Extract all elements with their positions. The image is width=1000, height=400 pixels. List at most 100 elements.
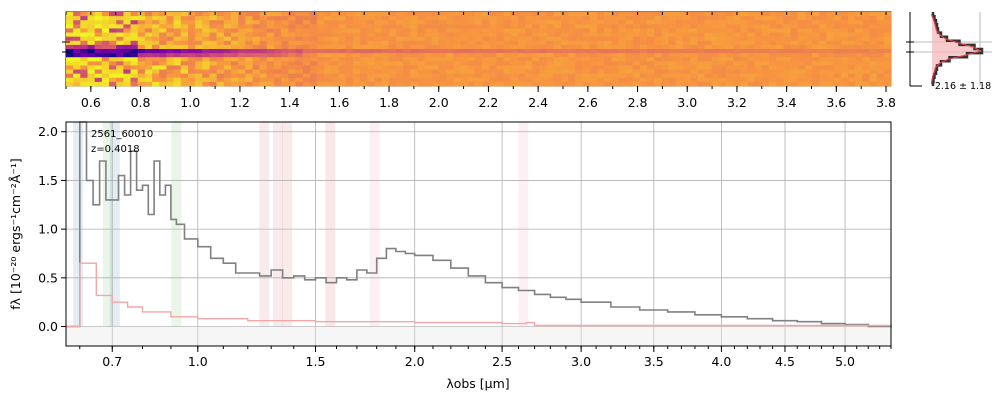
heatmap-cell xyxy=(661,12,670,17)
heatmap-cell xyxy=(345,28,354,33)
heatmap-cell xyxy=(123,69,132,75)
heatmap-cell xyxy=(159,36,168,42)
heatmap-cell xyxy=(604,61,612,66)
heatmap-cell xyxy=(410,77,419,83)
heatmap-cell xyxy=(668,20,677,25)
heatmap-cell xyxy=(352,28,361,33)
heatmap-cell xyxy=(94,49,103,54)
heatmap-cell xyxy=(94,65,103,70)
heatmap-cell xyxy=(180,12,189,17)
heatmap-cell xyxy=(439,32,447,38)
heatmap-cell xyxy=(754,57,763,62)
heatmap-cell xyxy=(804,24,813,29)
heatmap-cell xyxy=(324,40,333,46)
heatmap-cell xyxy=(453,49,462,54)
heatmap-cell xyxy=(266,16,275,21)
heatmap-cell xyxy=(647,20,655,25)
heatmap-cell xyxy=(173,69,182,75)
heatmap-cell xyxy=(596,40,605,46)
heatmap-cell xyxy=(338,73,347,79)
heatmap-cell xyxy=(539,77,548,83)
heatmap-cell xyxy=(302,77,311,83)
heatmap-cell xyxy=(216,77,225,83)
heatmap-cell xyxy=(654,24,663,29)
heatmap-cell xyxy=(740,53,749,58)
heatmap-cell xyxy=(295,73,304,79)
heatmap-cell xyxy=(625,32,634,38)
heatmap-cell xyxy=(173,28,182,33)
heatmap-cell xyxy=(804,36,813,42)
heatmap-cell xyxy=(295,32,304,38)
heatmap-cell xyxy=(159,49,168,54)
heatmap-cell xyxy=(374,81,383,87)
heatmap-cell xyxy=(639,44,648,50)
heatmap-cell xyxy=(130,73,139,79)
heatmap-cell xyxy=(338,69,347,75)
heatmap-cell xyxy=(517,40,526,46)
heatmap-cell xyxy=(883,44,892,50)
heatmap-cell xyxy=(876,61,885,66)
heatmap-cell xyxy=(101,73,110,79)
heatmap-cell xyxy=(274,77,282,83)
heatmap-cell xyxy=(704,12,713,17)
heatmap-cell xyxy=(532,12,541,17)
heatmap-cell xyxy=(726,53,734,58)
heatmap-cell xyxy=(467,65,476,70)
heatmap-cell xyxy=(539,57,548,62)
heatmap-cell xyxy=(101,44,110,50)
spectrum-2d-tick-label: 3.8 xyxy=(876,95,896,110)
heatmap-cell xyxy=(661,24,670,29)
heatmap-cell xyxy=(855,44,863,50)
heatmap-cell xyxy=(482,65,490,70)
heatmap-cell xyxy=(489,32,498,38)
heatmap-cell xyxy=(525,81,533,87)
heatmap-cell xyxy=(223,32,232,38)
heatmap-cell xyxy=(94,73,103,79)
heatmap-cell xyxy=(496,44,505,50)
heatmap-cell xyxy=(840,16,849,21)
heatmap-cell xyxy=(661,32,670,38)
heatmap-cell xyxy=(374,73,383,79)
heatmap-cell xyxy=(396,61,404,66)
heatmap-cell xyxy=(245,20,254,25)
heatmap-cell xyxy=(295,65,304,70)
heatmap-cell xyxy=(761,81,770,87)
heatmap-cell xyxy=(510,57,519,62)
heatmap-cell xyxy=(252,65,261,70)
heatmap-cell xyxy=(568,61,576,66)
heatmap-cell xyxy=(510,65,519,70)
heatmap-cell xyxy=(130,32,139,38)
heatmap-cell xyxy=(596,73,605,79)
heatmap-cell xyxy=(403,61,411,66)
heatmap-cell xyxy=(632,57,641,62)
heatmap-cell xyxy=(812,53,820,58)
heatmap-cell xyxy=(87,44,96,50)
heatmap-cell xyxy=(582,81,591,87)
heatmap-cell xyxy=(625,81,634,87)
heatmap-cell xyxy=(245,16,254,21)
heatmap-cell xyxy=(309,81,318,87)
heatmap-cell xyxy=(352,65,361,70)
heatmap-cell xyxy=(152,24,160,29)
heatmap-cell xyxy=(611,20,619,25)
spectrum-2d-tick-label: 2.4 xyxy=(528,95,548,110)
heatmap-cell xyxy=(130,44,139,50)
heatmap-cell xyxy=(855,36,863,42)
heatmap-cell xyxy=(675,61,684,66)
heatmap-cell xyxy=(137,20,146,25)
heatmap-cell xyxy=(209,61,218,66)
heatmap-cell xyxy=(532,16,541,21)
heatmap-cell xyxy=(231,57,239,62)
heatmap-cell xyxy=(561,28,569,33)
heatmap-cell xyxy=(252,40,261,46)
heatmap-cell xyxy=(388,12,397,17)
heatmap-cell xyxy=(431,69,440,75)
heatmap-cell xyxy=(876,53,885,58)
heatmap-cell xyxy=(331,12,340,17)
heatmap-cell xyxy=(195,16,203,21)
heatmap-cell xyxy=(654,53,663,58)
heatmap-cell xyxy=(876,81,885,87)
heatmap-cell xyxy=(338,32,347,38)
heatmap-cell xyxy=(116,44,124,50)
heatmap-cell xyxy=(482,20,490,25)
